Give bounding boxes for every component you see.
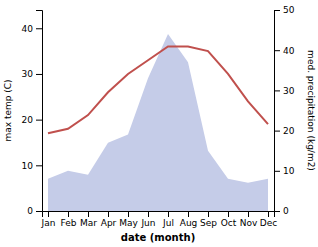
tick: 20 (22, 115, 42, 125)
axis-line (275, 11, 281, 212)
tick-mark (168, 211, 169, 217)
tick-label: Nov (240, 218, 258, 228)
tick-mark (228, 211, 229, 217)
tick: 30 (22, 69, 42, 79)
tick-label: Sep (200, 218, 217, 228)
tick: 10 (274, 166, 295, 176)
tick-mark (36, 165, 42, 166)
x-axis: Jan FebMar AprMayJun Jul AugSep OctNovDec (41, 211, 278, 228)
tick: 40 (274, 46, 295, 56)
y-axis: 0 10 20 30 40 (22, 11, 43, 217)
tick-label: 40 (283, 46, 295, 56)
tick-label: 20 (22, 115, 34, 125)
tick-mark (36, 211, 42, 212)
tick-label: 30 (283, 86, 295, 96)
tick-mark (274, 131, 280, 132)
tick-label: Jul (162, 218, 174, 228)
tick: Oct (221, 211, 237, 228)
tick-label: Aug (180, 218, 198, 228)
tick: Mar (80, 211, 97, 228)
tick-mark (208, 211, 209, 217)
tick-label: 20 (283, 126, 295, 136)
tick-mark (188, 211, 189, 217)
tick-mark (36, 28, 42, 29)
y2-axis-title: med. precipitation (kg/m2) (306, 50, 316, 171)
tick: 0 (27, 206, 42, 216)
tick-mark (274, 50, 280, 51)
tick-label: 30 (22, 69, 34, 79)
plot: Jan FebMar AprMayJun Jul AugSep OctNovDec 0 10 2… (22, 5, 295, 228)
tick-mark (48, 211, 49, 217)
tick: Feb (61, 211, 77, 228)
tick-label: 0 (283, 206, 289, 216)
tick-mark (268, 211, 269, 217)
tick-mark (274, 90, 280, 91)
tick-label: 50 (283, 5, 295, 15)
tick-mark (274, 211, 280, 212)
tick-label: 10 (22, 161, 34, 171)
axis-line (43, 212, 275, 218)
tick-mark (274, 10, 280, 11)
tick-mark (148, 211, 149, 217)
tick: Apr (101, 211, 117, 228)
tick-mark (68, 211, 69, 217)
tick: Jun (140, 211, 155, 228)
tick: 20 (274, 126, 295, 136)
tick-mark (36, 74, 42, 75)
tick: Sep (200, 211, 217, 228)
tick-mark (248, 211, 249, 217)
tick: Jul (162, 211, 174, 228)
tick-label: May (119, 218, 138, 228)
tick-label: 10 (283, 166, 295, 176)
tick-mark (128, 211, 129, 217)
marks (48, 34, 268, 211)
tick-mark (108, 211, 109, 217)
tick-label: Oct (221, 218, 237, 228)
tick-label: Dec (260, 218, 277, 228)
tick: Jan (41, 211, 56, 228)
tick: 30 (274, 86, 295, 96)
tick: 10 (22, 161, 42, 171)
tick-mark (36, 120, 42, 121)
y2-axis: 0 10 20 30 40 50 (274, 5, 295, 216)
tick-mark (88, 211, 89, 217)
chart: Jan FebMar AprMayJun Jul AugSep OctNovDec 0 10 2… (0, 0, 318, 247)
tick: 40 (22, 24, 42, 34)
y-axis-title: max temp (C) (3, 79, 13, 141)
tick: Nov (240, 211, 258, 228)
tick: Dec (260, 211, 277, 228)
tick-label: 40 (22, 24, 34, 34)
tick: Aug (180, 211, 198, 228)
tick: 0 (274, 206, 289, 216)
x-axis-title: date (month) (121, 232, 195, 243)
tick-mark (274, 171, 280, 172)
tick-label: 0 (27, 206, 33, 216)
tick-label: Jan (41, 218, 56, 228)
tick: 50 (274, 5, 295, 15)
temperature-line (48, 47, 268, 134)
tick: May (119, 211, 138, 228)
axis-line (36, 11, 43, 212)
tick-label: Mar (80, 218, 97, 228)
precipitation-area (48, 34, 268, 211)
tick-label: Feb (61, 218, 77, 228)
tick-label: Jun (140, 218, 155, 228)
tick-label: Apr (101, 218, 117, 228)
